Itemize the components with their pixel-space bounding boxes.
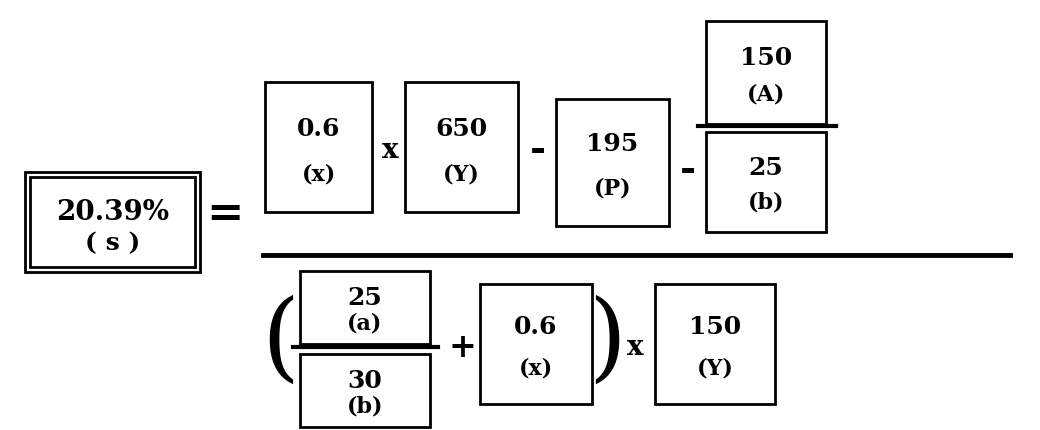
Bar — [25, 172, 200, 272]
Bar — [706, 133, 826, 233]
Bar — [480, 284, 592, 404]
Text: -: - — [530, 131, 546, 169]
Bar — [655, 284, 775, 404]
Text: 0.6: 0.6 — [296, 116, 340, 140]
Bar — [405, 83, 518, 212]
Text: 30: 30 — [347, 368, 383, 392]
Text: (b): (b) — [748, 191, 784, 214]
Text: 25: 25 — [749, 156, 783, 180]
Text: (x): (x) — [519, 357, 553, 379]
Text: x: x — [382, 136, 398, 163]
Text: x: x — [627, 334, 644, 361]
Text: (b): (b) — [346, 394, 384, 416]
Bar — [300, 354, 430, 427]
Bar — [556, 100, 669, 227]
Text: 150: 150 — [688, 314, 742, 338]
Text: (P): (P) — [594, 178, 631, 200]
Text: +: + — [448, 331, 476, 364]
Text: ( s ): ( s ) — [85, 230, 140, 254]
Text: -: - — [680, 150, 696, 189]
Text: (x): (x) — [302, 163, 336, 184]
Text: (: ( — [261, 294, 300, 388]
Text: (Y): (Y) — [443, 163, 479, 184]
Text: 650: 650 — [436, 116, 488, 140]
Bar — [265, 83, 372, 212]
Text: ): ) — [588, 294, 626, 388]
Text: 0.6: 0.6 — [515, 314, 557, 338]
Text: (Y): (Y) — [697, 357, 733, 379]
Bar — [30, 178, 196, 267]
Text: 195: 195 — [587, 132, 639, 156]
Text: 25: 25 — [347, 285, 383, 309]
Text: =: = — [206, 193, 243, 236]
Text: 20.39%: 20.39% — [56, 198, 170, 225]
Text: (A): (A) — [747, 83, 785, 105]
Bar — [706, 22, 826, 125]
Text: 150: 150 — [739, 46, 792, 70]
Bar — [300, 271, 430, 344]
Text: (a): (a) — [347, 311, 383, 333]
